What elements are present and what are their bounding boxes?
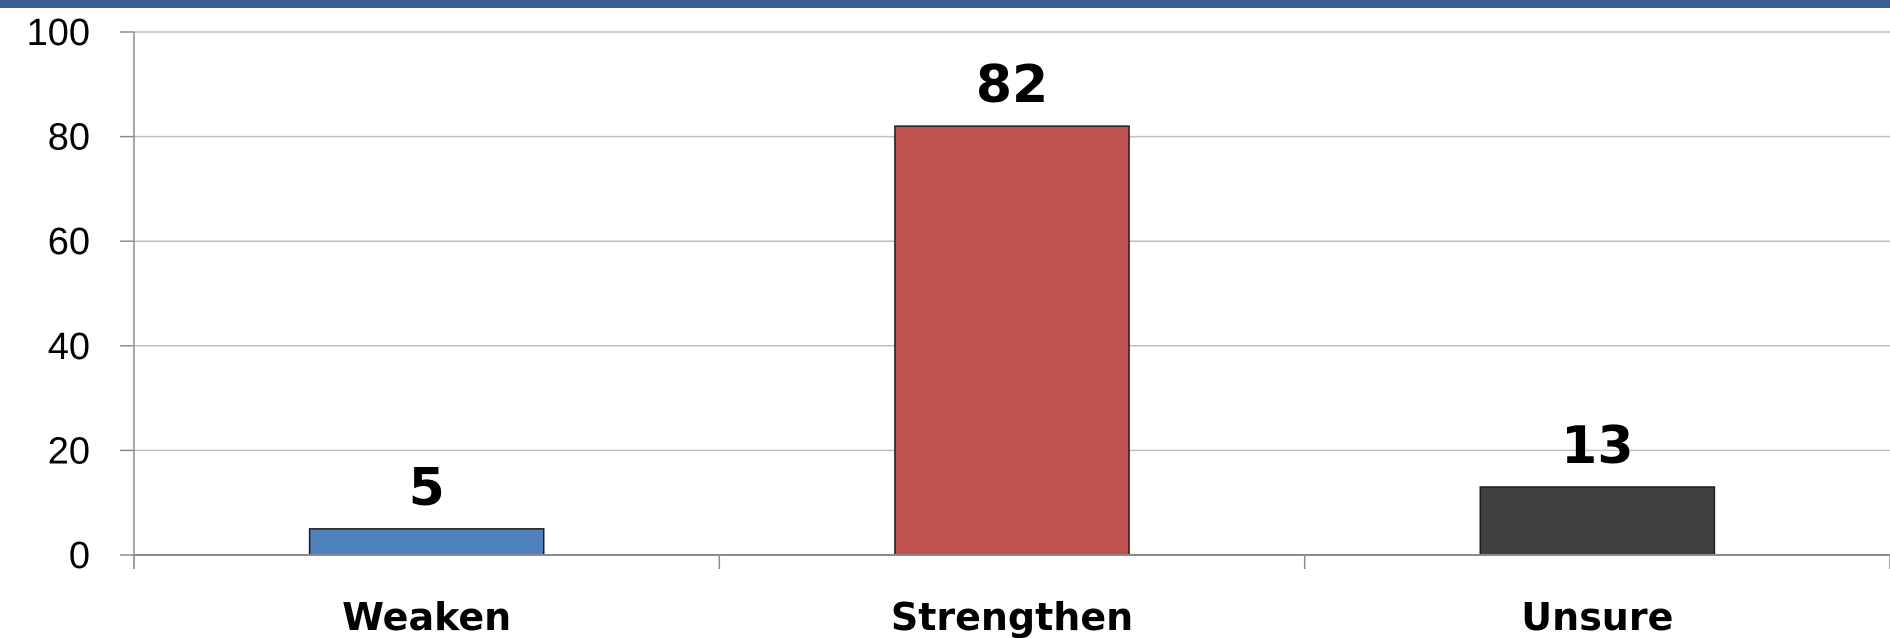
category-label-unsure: Unsure xyxy=(1521,595,1673,638)
labels-layer: 0 20 40 60 80 100 5 Weaken 82 Strengthen 13 Unsure xyxy=(27,12,1674,638)
y-tick-label: 40 xyxy=(48,326,90,368)
y-tick-label: 0 xyxy=(69,535,90,577)
data-label-unsure: 13 xyxy=(1561,416,1633,476)
y-tick-label: 20 xyxy=(48,430,90,472)
category-label-weaken: Weaken xyxy=(342,595,511,638)
top-rule xyxy=(0,0,1890,8)
y-tick-label: 80 xyxy=(48,117,90,159)
y-tick-label: 100 xyxy=(27,12,90,54)
category-label-strengthen: Strengthen xyxy=(891,595,1133,638)
data-label-weaken: 5 xyxy=(409,458,445,518)
bar-unsure xyxy=(1479,486,1716,556)
axis-layer xyxy=(120,31,1890,569)
bar-strengthen xyxy=(894,125,1130,556)
bars-layer xyxy=(308,125,1716,556)
bar-weaken xyxy=(308,528,545,556)
y-tick-label: 60 xyxy=(48,221,90,263)
data-label-strengthen: 82 xyxy=(976,55,1048,115)
